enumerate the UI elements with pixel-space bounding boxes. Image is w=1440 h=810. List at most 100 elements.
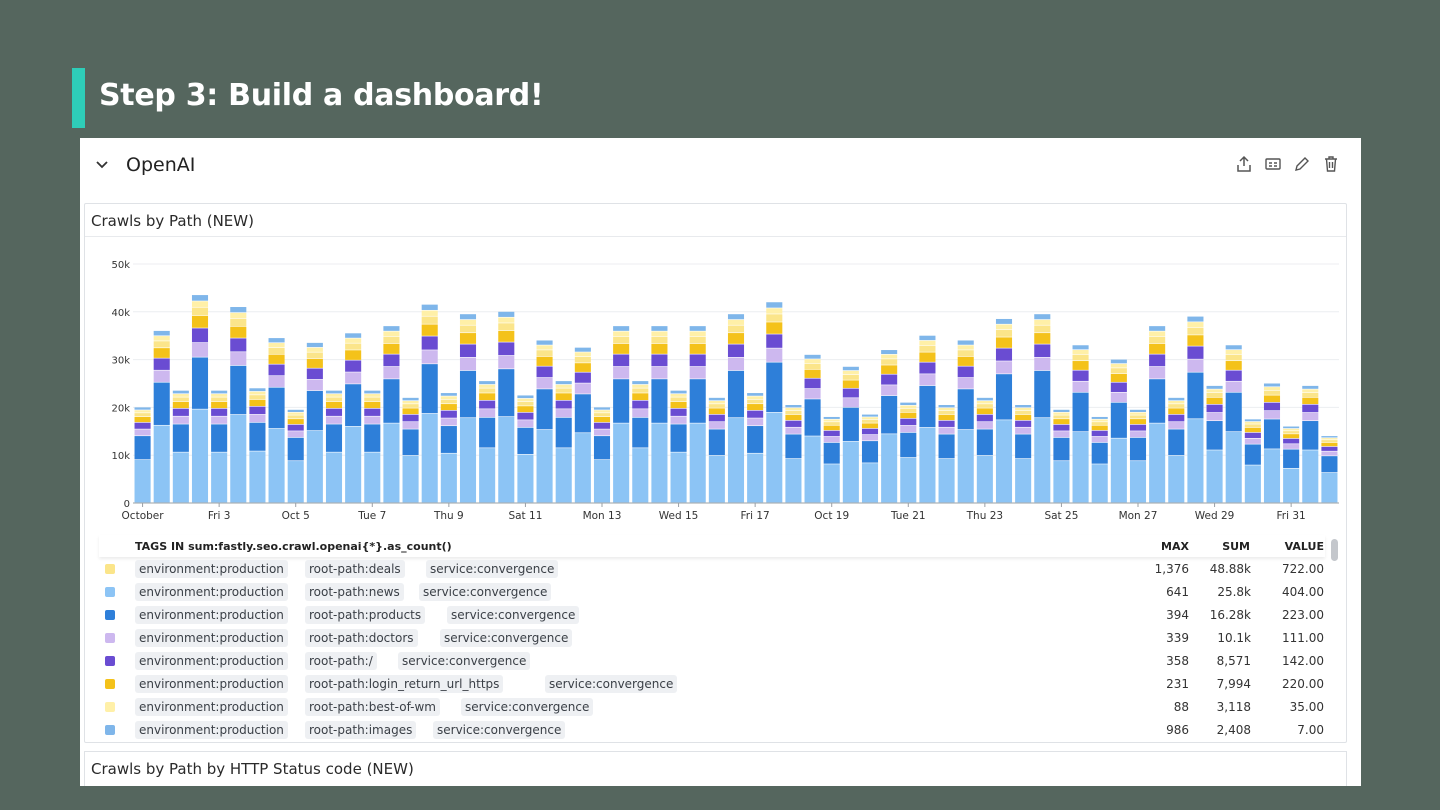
bar-segment	[287, 437, 304, 461]
bar-segment	[1129, 424, 1147, 431]
bar-segment	[919, 385, 936, 428]
tag-service[interactable]: service:convergence	[419, 583, 552, 601]
bar-segment	[402, 455, 419, 503]
legend-scrollbar[interactable]	[1330, 537, 1339, 737]
x-tick-label: Tue 21	[890, 510, 926, 522]
bar-segment	[517, 454, 534, 503]
bar-segment	[211, 416, 228, 424]
bar-segment	[1110, 438, 1127, 503]
bar-segment	[900, 405, 917, 409]
tag-root-path[interactable]: root-path:deals	[305, 560, 405, 578]
bar-segment	[938, 407, 955, 411]
bar-segment	[383, 379, 400, 423]
tag-root-path[interactable]: root-path:/	[305, 652, 377, 670]
tag-environment[interactable]: environment:production	[135, 629, 288, 647]
legend-sum-value: 3,118	[1216, 700, 1251, 714]
tag-service[interactable]: service:convergence	[447, 606, 580, 624]
tag-environment[interactable]: environment:production	[135, 675, 288, 693]
legend-row[interactable]: environment:production root-path:doctors s…	[99, 627, 1325, 650]
bar-segment	[1129, 409, 1147, 412]
bar-segment	[842, 388, 859, 398]
bar-segment	[1302, 397, 1319, 405]
tag-root-path[interactable]: root-path:news	[305, 583, 404, 601]
legend-row[interactable]: environment:production root-path:/ service…	[99, 650, 1325, 673]
bar-segment	[995, 361, 1013, 374]
legend-current-value: 7.00	[1297, 723, 1324, 737]
legend-header-tags[interactable]: TAGS IN sum:fastly.seo.crawl.openai{*}.a…	[135, 540, 452, 553]
bar-segment	[1321, 456, 1338, 473]
bar-segment	[402, 429, 419, 456]
bar-segment	[1206, 404, 1223, 413]
legend-row[interactable]: environment:production root-path:deals ser…	[99, 558, 1325, 581]
legend-row[interactable]: environment:production root-path:best-of-…	[99, 696, 1325, 719]
bar-segment	[1225, 345, 1242, 350]
bar-segment	[1015, 405, 1032, 408]
bar-segment	[804, 388, 821, 399]
tag-environment[interactable]: environment:production	[135, 606, 288, 624]
tag-environment[interactable]: environment:production	[135, 698, 288, 716]
tag-environment[interactable]: environment:production	[135, 721, 288, 739]
widget-title[interactable]: Crawls by Path (NEW)	[91, 212, 254, 230]
clone-icon[interactable]	[1263, 154, 1283, 174]
bar-segment	[689, 354, 706, 367]
bar-segment	[134, 436, 151, 460]
scroll-thumb[interactable]	[1331, 539, 1338, 561]
tag-root-path[interactable]: root-path:images	[305, 721, 417, 739]
bar-segment	[766, 362, 783, 413]
tag-service[interactable]: service:convergence	[433, 721, 566, 739]
x-tick-label: Mon 13	[583, 510, 622, 522]
bar-segment	[1206, 392, 1223, 398]
bar-segment	[306, 379, 323, 391]
legend-header-value[interactable]: VALUE	[1284, 540, 1324, 553]
bar-segment	[919, 352, 936, 362]
tag-service[interactable]: service:convergence	[440, 629, 573, 647]
bar-segment	[479, 417, 496, 448]
bar-segment	[708, 397, 725, 401]
bar-segment	[440, 410, 457, 418]
x-tick-label: Wed 15	[659, 510, 699, 522]
tag-environment[interactable]: environment:production	[135, 560, 288, 578]
tag-root-path[interactable]: root-path:products	[305, 606, 426, 624]
bar-segment	[976, 429, 993, 456]
legend-header-max[interactable]: MAX	[1161, 540, 1189, 553]
bar-segment	[498, 342, 515, 356]
legend-row[interactable]: environment:production root-path:login_re…	[99, 673, 1325, 696]
legend-row[interactable]: environment:production root-path:images se…	[99, 719, 1325, 742]
legend-row[interactable]: environment:production root-path:news serv…	[99, 581, 1325, 604]
tag-service[interactable]: service:convergence	[426, 560, 559, 578]
bar-segment	[421, 310, 438, 316]
export-icon[interactable]	[1234, 154, 1254, 174]
bar-segment	[498, 416, 515, 503]
bar-segment	[153, 348, 170, 358]
legend-header-sum[interactable]: SUM	[1222, 540, 1250, 553]
chevron-down-icon[interactable]	[92, 155, 112, 175]
bar-segment	[306, 352, 323, 359]
bar-segment	[1091, 419, 1108, 422]
tag-environment[interactable]: environment:production	[135, 652, 288, 670]
y-tick-label: 50k	[111, 260, 130, 271]
tag-service[interactable]: service:convergence	[545, 675, 678, 693]
crawls-by-status-widget: Crawls by Path by HTTP Status code (NEW)	[84, 751, 1347, 786]
x-tick-label: Oct 19	[814, 510, 849, 522]
bar-segment	[306, 358, 323, 368]
bar-segment	[823, 419, 840, 422]
legend-row[interactable]: environment:production root-path:products…	[99, 604, 1325, 627]
tag-environment[interactable]: environment:production	[135, 583, 288, 601]
trash-icon[interactable]	[1321, 154, 1341, 174]
bar-segment	[1091, 442, 1108, 464]
bar-segment	[727, 319, 745, 325]
pencil-icon[interactable]	[1292, 154, 1312, 174]
stacked-bar-chart[interactable]: 0 10k 20k 30k 40k 50k October Fri 3 Oct 5 Tue 7 Th…	[85, 238, 1346, 530]
tag-service[interactable]: service:convergence	[461, 698, 594, 716]
widget-title-status[interactable]: Crawls by Path by HTTP Status code (NEW)	[91, 760, 414, 778]
bar-segment	[555, 393, 572, 401]
tag-root-path[interactable]: root-path:best-of-wm	[305, 698, 440, 716]
tag-root-path[interactable]: root-path:doctors	[305, 629, 418, 647]
legend-sum-value: 16.28k	[1209, 608, 1251, 622]
tag-root-path[interactable]: root-path:login_return_url_https	[305, 675, 504, 693]
bar-segment	[498, 330, 515, 342]
bar-segment	[995, 374, 1013, 420]
tag-service[interactable]: service:convergence	[398, 652, 531, 670]
bar-segment	[383, 423, 400, 503]
group-title[interactable]: OpenAI	[126, 154, 196, 176]
